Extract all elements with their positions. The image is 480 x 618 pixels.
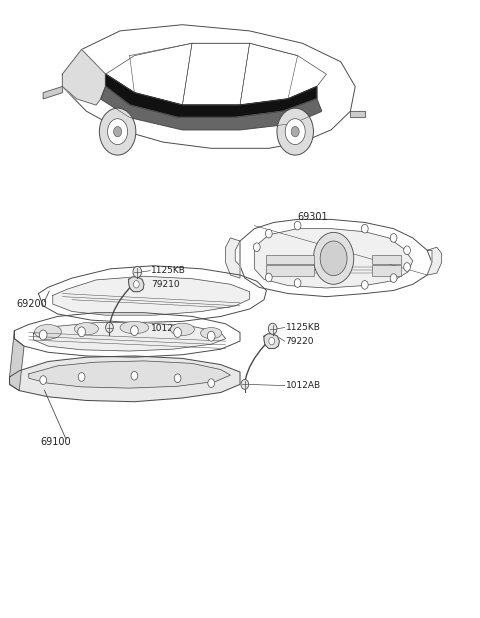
Circle shape (78, 373, 85, 381)
Circle shape (269, 337, 275, 345)
Circle shape (361, 281, 368, 289)
Polygon shape (130, 43, 192, 117)
Circle shape (241, 379, 249, 389)
Ellipse shape (120, 321, 149, 334)
Circle shape (268, 323, 277, 334)
Polygon shape (62, 49, 106, 105)
Circle shape (78, 327, 85, 337)
Polygon shape (53, 276, 250, 315)
Circle shape (294, 221, 301, 230)
Circle shape (99, 108, 136, 155)
Polygon shape (10, 331, 24, 391)
Circle shape (174, 374, 181, 383)
Circle shape (131, 326, 138, 336)
Text: 69100: 69100 (41, 437, 72, 447)
Polygon shape (427, 247, 442, 275)
Circle shape (265, 273, 272, 282)
Polygon shape (62, 25, 355, 148)
Polygon shape (129, 277, 144, 292)
Circle shape (361, 224, 368, 233)
Circle shape (277, 108, 313, 155)
Text: 1125KB: 1125KB (151, 266, 186, 275)
Circle shape (404, 246, 410, 255)
Ellipse shape (170, 323, 194, 336)
Ellipse shape (74, 323, 98, 335)
Text: 1012AB: 1012AB (151, 324, 186, 333)
Polygon shape (29, 361, 230, 388)
Polygon shape (240, 219, 432, 297)
Text: 79220: 79220 (286, 337, 314, 345)
Circle shape (313, 232, 354, 284)
Text: 79210: 79210 (151, 280, 180, 289)
Circle shape (390, 274, 397, 282)
Polygon shape (254, 229, 413, 288)
Circle shape (133, 281, 139, 288)
Polygon shape (264, 334, 279, 349)
Polygon shape (240, 43, 298, 111)
Text: 69200: 69200 (17, 299, 48, 309)
Bar (266, 255, 314, 264)
Polygon shape (14, 313, 240, 357)
Polygon shape (226, 238, 240, 278)
Circle shape (207, 331, 215, 341)
Polygon shape (38, 266, 266, 323)
Circle shape (291, 127, 299, 137)
Bar (372, 265, 401, 276)
Circle shape (320, 241, 347, 276)
Circle shape (208, 379, 215, 387)
Bar (266, 265, 314, 276)
Circle shape (131, 371, 138, 380)
Polygon shape (350, 111, 365, 117)
Polygon shape (10, 356, 240, 402)
Circle shape (404, 263, 410, 271)
Text: 1012AB: 1012AB (286, 381, 321, 390)
Polygon shape (34, 323, 226, 351)
Circle shape (114, 127, 121, 137)
Circle shape (108, 119, 128, 145)
Circle shape (174, 328, 181, 337)
Ellipse shape (35, 324, 61, 339)
Polygon shape (101, 87, 322, 130)
Circle shape (390, 234, 397, 242)
Circle shape (106, 323, 113, 332)
Circle shape (285, 119, 305, 145)
Circle shape (133, 266, 142, 277)
Polygon shape (182, 43, 250, 117)
Text: 69301: 69301 (298, 213, 328, 222)
Circle shape (40, 376, 47, 384)
Ellipse shape (201, 328, 222, 339)
Polygon shape (106, 43, 326, 105)
Circle shape (253, 243, 260, 252)
Polygon shape (43, 87, 62, 99)
Text: 1125KB: 1125KB (286, 323, 321, 332)
Bar (372, 255, 401, 264)
Circle shape (294, 279, 301, 287)
Polygon shape (106, 74, 317, 117)
Circle shape (265, 229, 272, 238)
Circle shape (39, 330, 47, 340)
